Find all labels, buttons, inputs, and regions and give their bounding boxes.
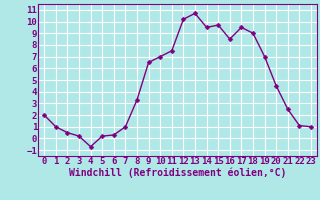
X-axis label: Windchill (Refroidissement éolien,°C): Windchill (Refroidissement éolien,°C) [69,168,286,178]
